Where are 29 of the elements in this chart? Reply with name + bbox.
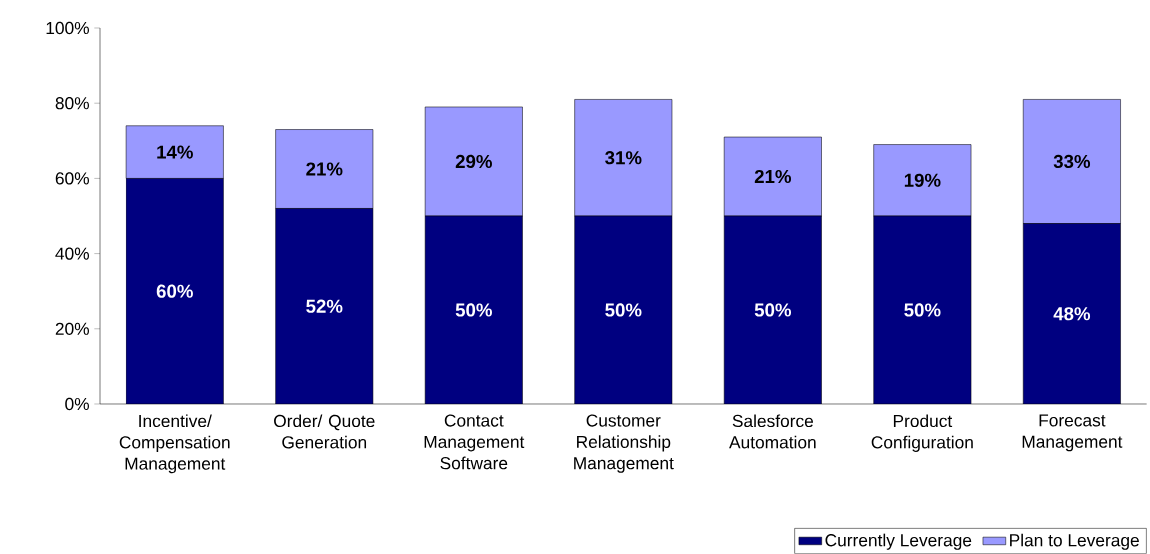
y-tick-label: 80% (55, 97, 89, 110)
data-label: 50% (904, 303, 941, 317)
y-tick-label: 40% (55, 247, 89, 260)
x-tick-label: Product Configuration (871, 414, 973, 452)
data-label: 50% (455, 303, 492, 317)
data-label: 50% (754, 303, 792, 317)
data-label: 29% (455, 154, 492, 169)
y-tick-label: 100% (46, 21, 89, 35)
data-label: 19% (904, 173, 941, 187)
data-label: 21% (754, 169, 792, 184)
data-label: 33% (1053, 154, 1091, 169)
y-tick-label: 60% (55, 172, 89, 185)
data-label: 52% (306, 299, 343, 313)
data-label: 48% (1053, 307, 1091, 321)
data-label: 60% (156, 284, 193, 298)
data-label: 50% (605, 303, 642, 317)
y-tick-label: 20% (55, 322, 89, 336)
legend-label: Plan to Leverage (1010, 533, 1139, 550)
x-tick-label: Forecast Management (1022, 414, 1123, 452)
y-tick-label: 0% (65, 397, 89, 411)
data-label: 14% (157, 145, 193, 159)
x-tick-label: Salesforce Automation (729, 414, 816, 449)
x-tick-label: Incentive/ Compensation Management (119, 414, 230, 474)
data-label: 21% (306, 162, 343, 176)
legend-label: Currently Leverage (825, 533, 972, 550)
x-tick-label: Contact Management Software (424, 414, 525, 470)
x-tick-label: Order/ Quote Generation (274, 414, 375, 449)
x-tick-label: Customer Relationship Management (574, 414, 674, 473)
data-label: 31% (605, 151, 642, 165)
